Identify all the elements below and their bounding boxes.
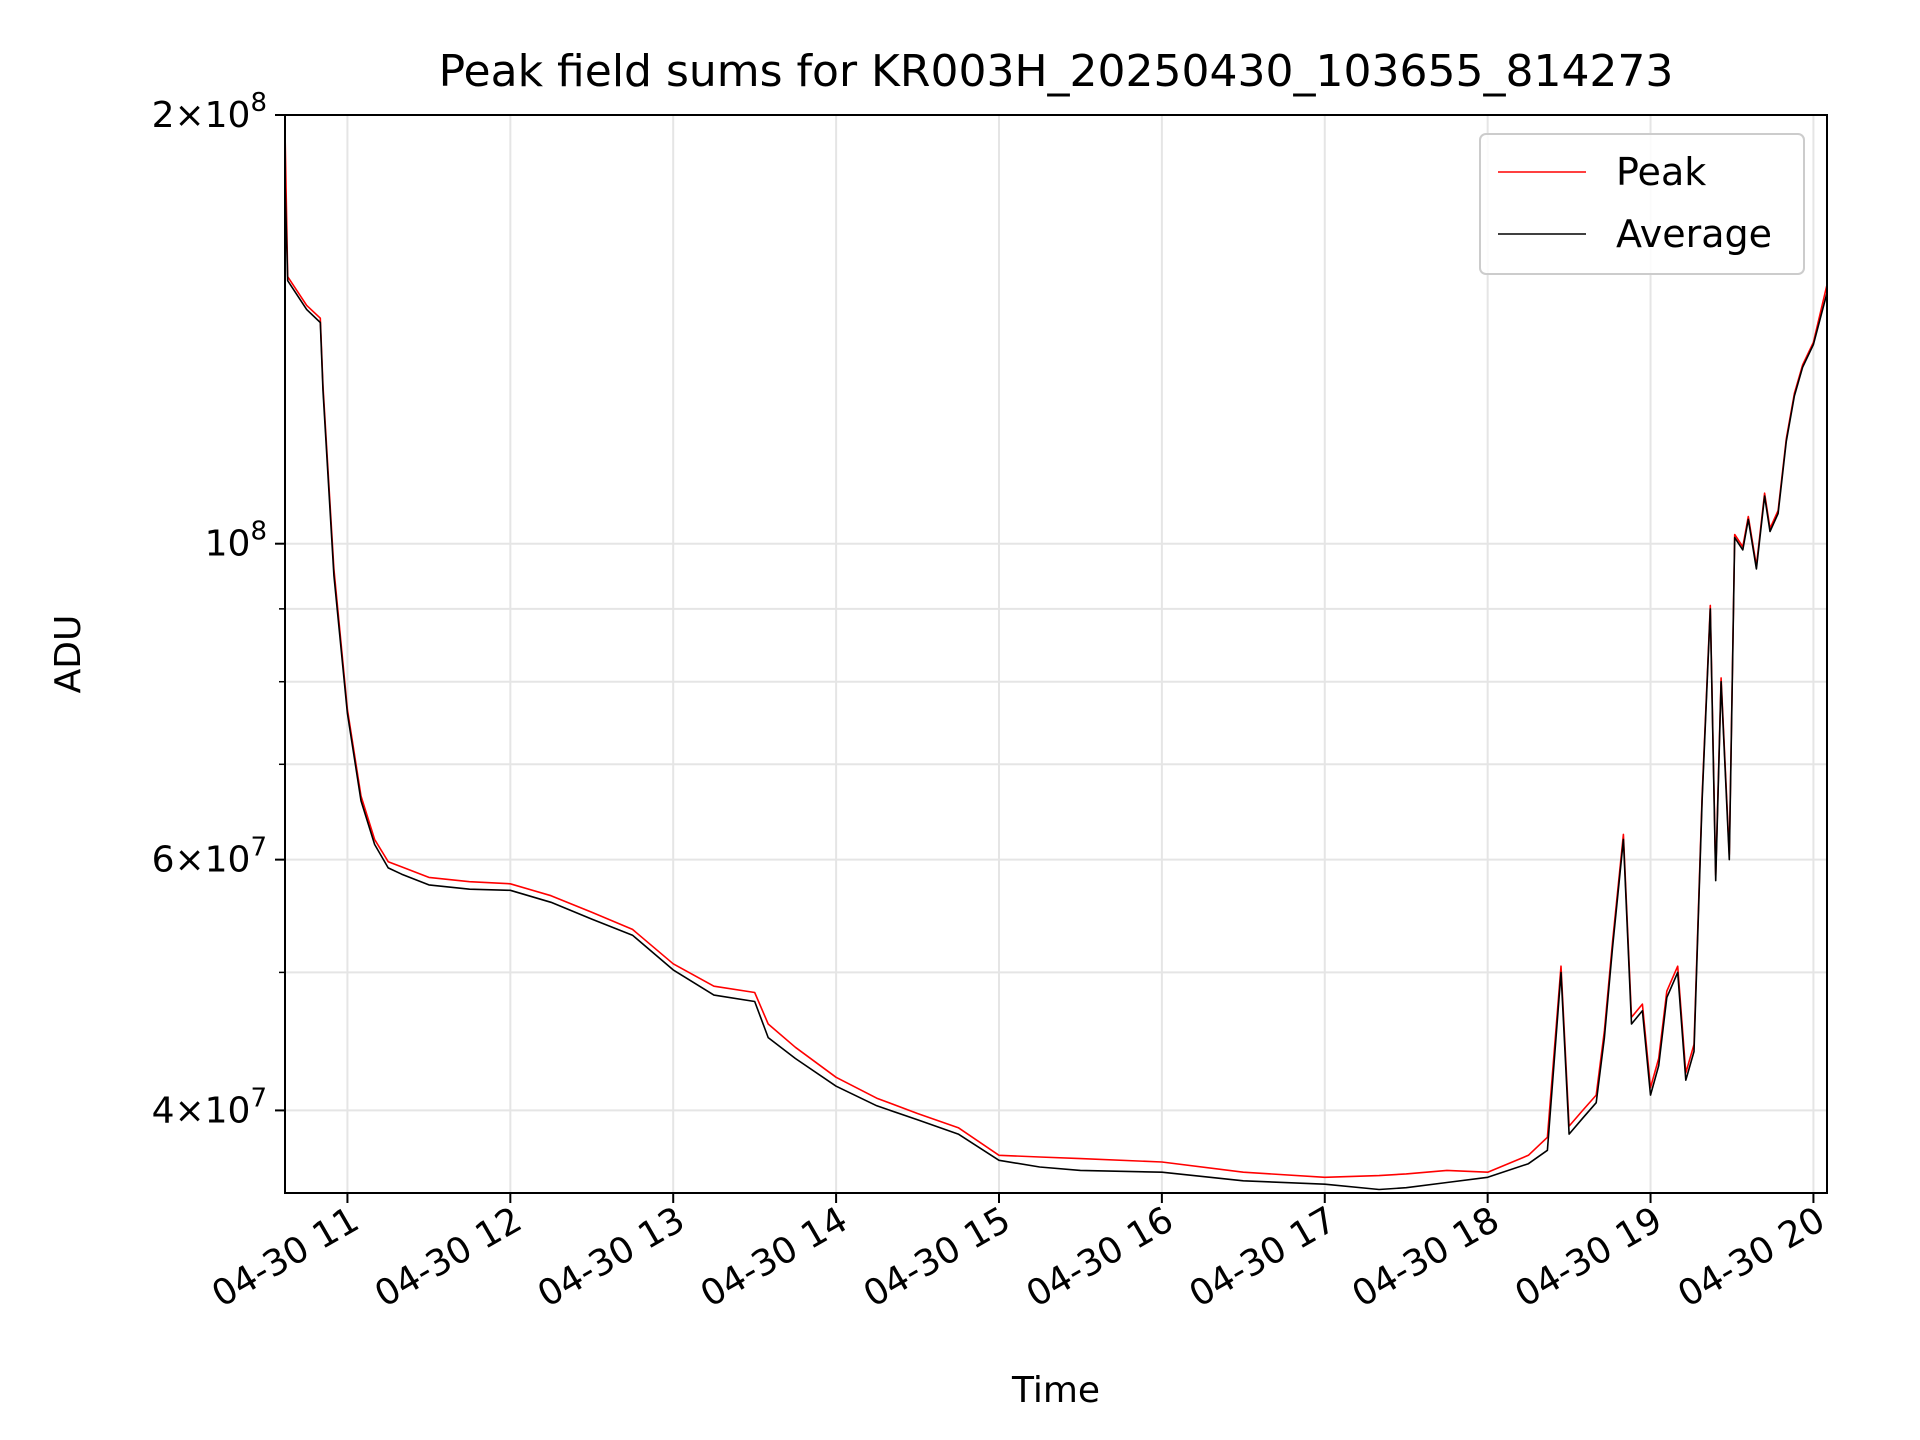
y-tick-mantissa: 4 — [152, 1090, 175, 1131]
legend: Peak Average — [1479, 133, 1805, 275]
y-tick-mantissa: 6 — [152, 840, 175, 881]
y-tick-label: 108 — [205, 517, 267, 565]
y-tick-base: 10 — [205, 840, 251, 881]
y-tick-times: × — [174, 1090, 204, 1131]
y-axis-label: ADU — [48, 615, 89, 694]
y-tick-exponent: 8 — [250, 88, 267, 118]
y-tick-exponent: 7 — [250, 1083, 267, 1113]
y-tick-exponent: 8 — [250, 517, 267, 547]
y-tick-label: 6×107 — [152, 833, 267, 881]
chart-title: Peak field sums for KR003H_20250430_1036… — [439, 46, 1674, 97]
y-tick-base: 10 — [205, 524, 251, 565]
y-tick-times: × — [174, 95, 204, 136]
plot-frame — [284, 114, 1828, 1194]
legend-box — [1479, 133, 1805, 275]
y-tick-exponent: 7 — [250, 833, 267, 863]
y-tick-label: 4×107 — [152, 1083, 267, 1131]
series-layer — [284, 130, 1828, 1191]
y-tick-mantissa: 2 — [152, 95, 175, 136]
x-axis-label: Time — [1011, 1370, 1100, 1411]
y-tick-base: 10 — [205, 1090, 251, 1131]
y-tick-base: 10 — [205, 95, 251, 136]
legend-label-peak: Peak — [1616, 150, 1706, 194]
series-line-average — [284, 180, 1828, 1191]
y-tick-times: × — [174, 840, 204, 881]
y-tick-label: 2×108 — [152, 88, 267, 136]
legend-label-average: Average — [1616, 212, 1772, 256]
